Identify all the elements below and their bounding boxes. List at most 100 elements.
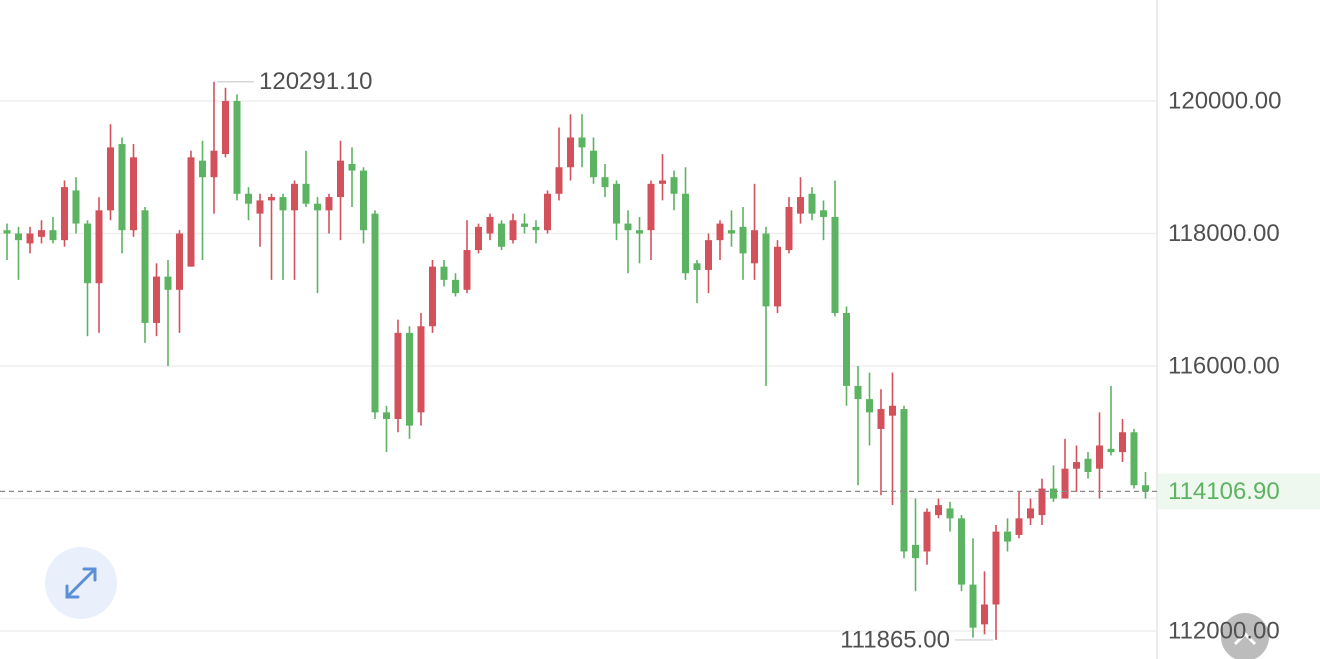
candle-body [26, 233, 34, 244]
candle-body [670, 177, 678, 194]
candle-body [417, 326, 425, 413]
candle-body [337, 160, 344, 198]
candle-body [1096, 445, 1103, 469]
candle-body [912, 544, 919, 559]
candle-body [739, 226, 747, 254]
candle-body [210, 150, 218, 178]
candle-body [1119, 432, 1126, 453]
candle-body [107, 147, 114, 211]
candle-body [532, 226, 540, 231]
candle-body [705, 240, 712, 270]
candle-body [314, 203, 321, 211]
candle-body [854, 385, 862, 400]
last-price-box [1158, 473, 1320, 510]
candle-body [463, 250, 471, 290]
candle-body [843, 313, 850, 386]
candle-body [601, 177, 609, 188]
candle-body [176, 233, 183, 290]
candle-body [130, 157, 137, 231]
min-label: 111865.00 [840, 626, 950, 653]
candle-body [831, 216, 839, 314]
candle-body [647, 183, 655, 231]
candle-body [302, 183, 310, 204]
candle-body [61, 187, 68, 241]
candle-body [475, 226, 482, 251]
y-tick-label: 112000.00 [1168, 617, 1280, 644]
candle-body [360, 170, 367, 231]
candle-body [785, 207, 793, 251]
y-tick-label: 120000.00 [1168, 87, 1281, 114]
candle-body [923, 511, 931, 552]
expand-button[interactable] [45, 547, 117, 619]
scroll-button[interactable] [1221, 613, 1269, 659]
expand-icon [65, 567, 97, 599]
candle-body [153, 276, 160, 323]
candle-body [636, 230, 643, 234]
candle-body [969, 584, 977, 628]
candle-body [762, 233, 770, 307]
candle-body [498, 223, 505, 247]
candle-body [256, 200, 264, 214]
candle-body [946, 508, 954, 519]
candle-body [49, 230, 57, 241]
candle-body [1107, 448, 1115, 453]
candle-body [992, 531, 1000, 605]
candle-body [958, 518, 965, 585]
candle-body [1050, 488, 1057, 499]
candle-body [728, 230, 735, 234]
y-tick-label: 118000.00 [1168, 220, 1280, 247]
candle-body [118, 144, 126, 231]
candle-body [452, 279, 459, 294]
candle-body [15, 233, 22, 241]
candle-body [440, 266, 448, 280]
candle-body [590, 150, 597, 178]
scroll-icon [1233, 631, 1257, 646]
candle-body [187, 157, 195, 267]
candle-body [371, 213, 379, 413]
candle-body [659, 180, 666, 184]
candle-body [291, 183, 298, 211]
candle-body [3, 230, 11, 234]
candle-body [1027, 508, 1034, 519]
candle-body [1004, 531, 1011, 542]
candle-body [624, 223, 632, 231]
candle-body [199, 160, 206, 178]
candle-body [1142, 485, 1149, 492]
max-label: 120291.10 [259, 68, 372, 95]
candle-body [268, 197, 275, 201]
candle-body [38, 230, 45, 237]
candle-body [245, 193, 252, 204]
candle-body [348, 163, 356, 171]
candle-body [555, 167, 563, 194]
candle-body [1130, 432, 1138, 486]
candle-body [84, 223, 91, 284]
candle-body [716, 223, 724, 241]
y-tick-label: 116000.00 [1168, 352, 1280, 379]
candle-body [1073, 462, 1080, 469]
candle-body [567, 137, 574, 168]
candle-body [820, 210, 827, 217]
candle-body [509, 220, 517, 241]
candle-body [877, 409, 885, 429]
candle-body [751, 230, 758, 264]
candle-body [682, 193, 689, 274]
candle-body [141, 210, 149, 323]
candle-body [866, 399, 873, 413]
candle-body [222, 101, 229, 155]
candle-body [164, 276, 172, 290]
candle-body [233, 101, 241, 194]
candle-body [981, 604, 988, 625]
candle-body [544, 193, 551, 231]
candle-body [935, 505, 942, 516]
candle-body [279, 197, 287, 211]
candle-body [1038, 488, 1046, 516]
candle-body [808, 193, 816, 214]
candle-body [429, 266, 436, 327]
candle-body [406, 332, 413, 426]
candle-body [72, 190, 80, 224]
candle-body [394, 332, 402, 419]
candle-body [383, 412, 390, 419]
candle-body [521, 223, 528, 227]
candle-body [578, 137, 586, 148]
